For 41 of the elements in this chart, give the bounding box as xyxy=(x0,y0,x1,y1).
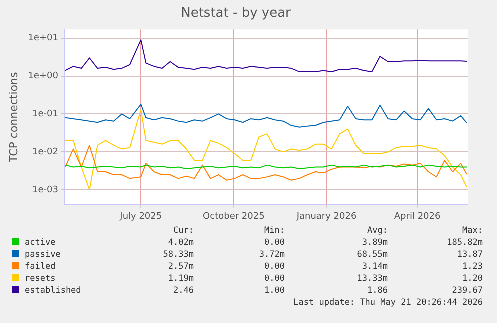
x-tick-label: October 2025 xyxy=(203,212,265,222)
text: 68.55m xyxy=(356,249,388,261)
text: 185.82m xyxy=(446,237,483,249)
text: 0.00 xyxy=(264,237,285,249)
legend-label: failed xyxy=(24,261,57,273)
text: 1.00 xyxy=(264,285,285,297)
y-axis-title: TCP connections xyxy=(7,72,20,164)
text: Avg: xyxy=(366,225,388,237)
text: Cur: xyxy=(172,225,194,237)
text: 1.23 xyxy=(462,261,483,273)
y-tick-label: 1e-02 xyxy=(32,148,58,158)
text: 2.57m xyxy=(167,261,194,273)
y-tick-label: 1e+00 xyxy=(28,72,59,82)
text: Min: xyxy=(264,225,285,237)
text: 1.86 xyxy=(366,285,388,297)
text: 58.33m xyxy=(162,249,194,261)
text: 2.46 xyxy=(172,285,194,297)
x-tick-label: April 2026 xyxy=(394,212,441,222)
text: 3.89m xyxy=(361,237,388,249)
text: 3.14m xyxy=(361,261,388,273)
x-tick-label: January 2026 xyxy=(296,212,357,222)
legend-label: active xyxy=(24,237,57,249)
text: 4.02m xyxy=(167,237,194,249)
text: Last update: Thu May 21 20:26:44 2026 xyxy=(292,297,484,309)
legend-label: passive xyxy=(24,249,62,261)
text: 13.87 xyxy=(456,249,483,261)
text: 1.20 xyxy=(462,273,483,285)
text: 0.00 xyxy=(264,273,285,285)
text: 13.33m xyxy=(356,273,388,285)
legend-label: resets xyxy=(24,273,57,285)
text: Max: xyxy=(462,225,483,237)
legend-label: established xyxy=(24,285,82,297)
y-tick-label: 1e+01 xyxy=(28,34,58,44)
text: 1.19m xyxy=(167,273,194,285)
text: 0.00 xyxy=(264,261,285,273)
text: 239.67 xyxy=(451,285,483,297)
y-tick-label: 1e-01 xyxy=(32,110,58,120)
x-tick-label: July 2025 xyxy=(119,212,162,222)
y-tick-label: 1e-03 xyxy=(32,185,58,196)
chart-title: Netstat - by year xyxy=(181,6,292,22)
text: 3.72m xyxy=(258,249,285,261)
